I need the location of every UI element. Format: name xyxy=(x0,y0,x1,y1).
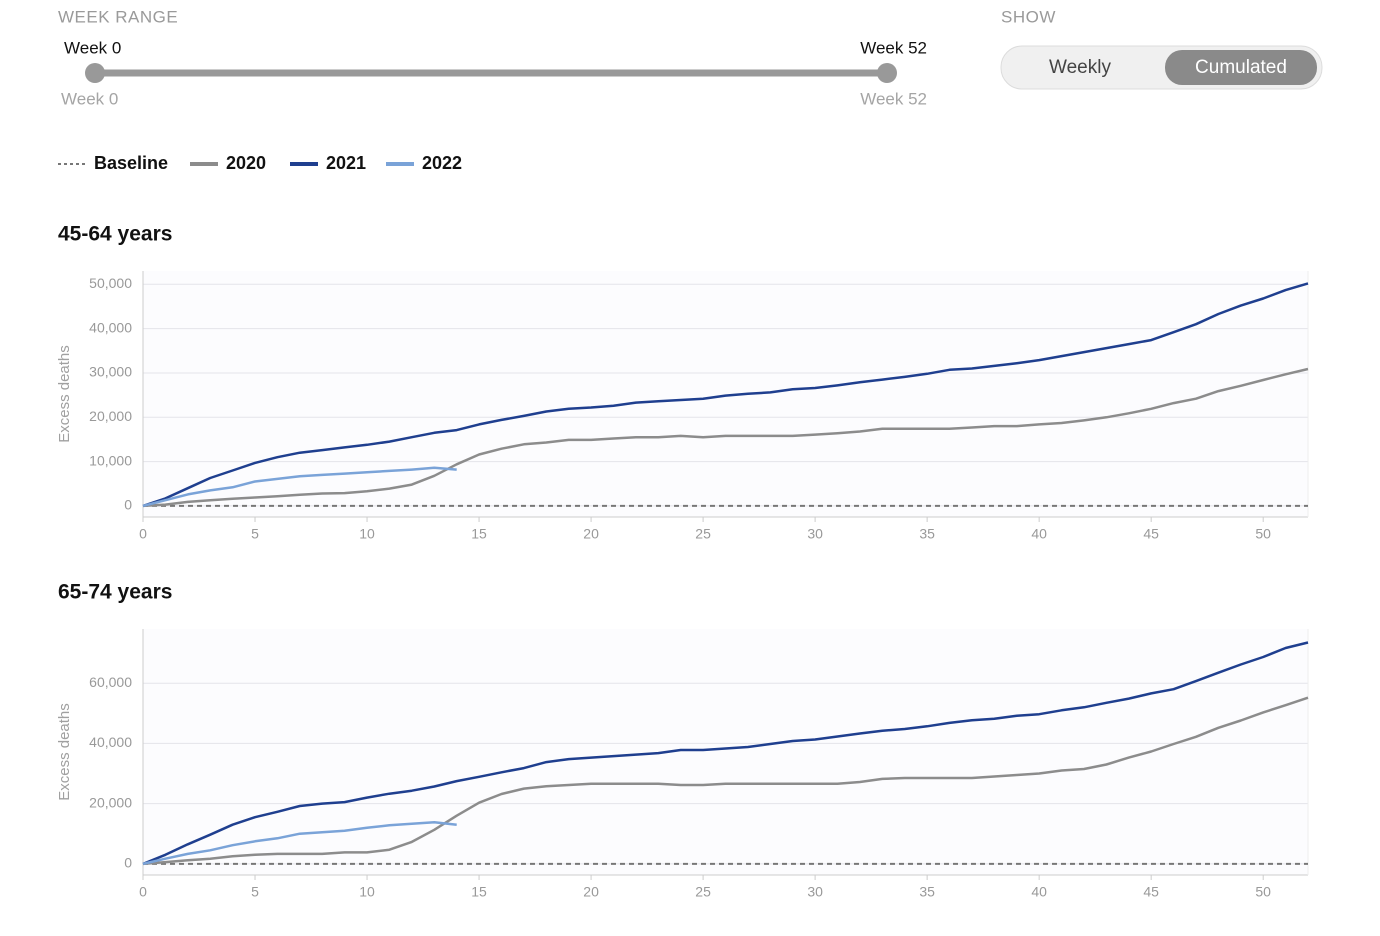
slider-end-value: Week 52 xyxy=(860,38,927,57)
x-tick-label: 25 xyxy=(695,526,711,542)
legend-label: 2021 xyxy=(326,153,366,173)
plot-area xyxy=(143,629,1308,875)
show-title: SHOW xyxy=(1001,7,1056,26)
x-tick-label: 30 xyxy=(807,526,823,542)
x-tick-label: 35 xyxy=(919,526,935,542)
legend-label: 2022 xyxy=(422,153,462,173)
y-axis-label: Excess deaths xyxy=(56,345,73,443)
series-line xyxy=(142,821,457,866)
week-range-title: WEEK RANGE xyxy=(58,7,178,26)
x-tick-label: 35 xyxy=(919,884,935,900)
y-tick-label: 0 xyxy=(124,497,132,513)
slider-handle-end[interactable] xyxy=(877,63,897,83)
series-line xyxy=(142,641,1309,866)
x-tick-label: 40 xyxy=(1031,526,1047,542)
y-tick-label: 40,000 xyxy=(89,319,132,335)
y-tick-label: 50,000 xyxy=(89,275,132,291)
x-tick-label: 0 xyxy=(139,526,147,542)
x-tick-label: 45 xyxy=(1143,526,1159,542)
x-tick-label: 40 xyxy=(1031,884,1047,900)
toggle-option[interactable]: Weekly xyxy=(1049,57,1111,78)
slider-min-label: Week 0 xyxy=(61,89,118,108)
x-tick-label: 45 xyxy=(1143,884,1159,900)
x-tick-label: 5 xyxy=(251,884,259,900)
legend-label: Baseline xyxy=(94,153,168,173)
x-tick-label: 20 xyxy=(583,526,599,542)
chart-title: 65-74 years xyxy=(58,581,172,604)
plot-area xyxy=(143,271,1308,517)
y-tick-label: 0 xyxy=(124,855,132,871)
x-tick-label: 30 xyxy=(807,884,823,900)
x-tick-label: 50 xyxy=(1255,884,1271,900)
x-tick-label: 50 xyxy=(1255,526,1271,542)
chart-title: 45-64 years xyxy=(58,223,172,246)
toggle-selected-bg xyxy=(1165,50,1317,85)
legend-label: 2020 xyxy=(226,153,266,173)
series-line xyxy=(142,367,1309,508)
slider-handle-start[interactable] xyxy=(85,63,105,83)
y-tick-label: 60,000 xyxy=(89,674,132,690)
series-line xyxy=(142,696,1309,866)
x-tick-label: 10 xyxy=(359,526,375,542)
series-line xyxy=(142,466,457,508)
x-tick-label: 5 xyxy=(251,526,259,542)
x-tick-label: 20 xyxy=(583,884,599,900)
y-tick-label: 30,000 xyxy=(89,364,132,380)
x-tick-label: 10 xyxy=(359,884,375,900)
y-tick-label: 40,000 xyxy=(89,734,132,750)
y-tick-label: 10,000 xyxy=(89,452,132,468)
y-tick-label: 20,000 xyxy=(89,794,132,810)
x-tick-label: 15 xyxy=(471,526,487,542)
y-tick-label: 20,000 xyxy=(89,408,132,424)
toggle-buttons: Weekly Cumulated xyxy=(1049,50,1317,85)
x-tick-label: 15 xyxy=(471,884,487,900)
slider-max-label: Week 52 xyxy=(860,89,927,108)
series-line xyxy=(142,282,1309,508)
toggle-option[interactable]: Cumulated xyxy=(1195,57,1287,78)
y-axis-label: Excess deaths xyxy=(56,703,73,801)
x-tick-label: 0 xyxy=(139,884,147,900)
x-tick-label: 25 xyxy=(695,884,711,900)
slider-start-value: Week 0 xyxy=(64,38,121,57)
